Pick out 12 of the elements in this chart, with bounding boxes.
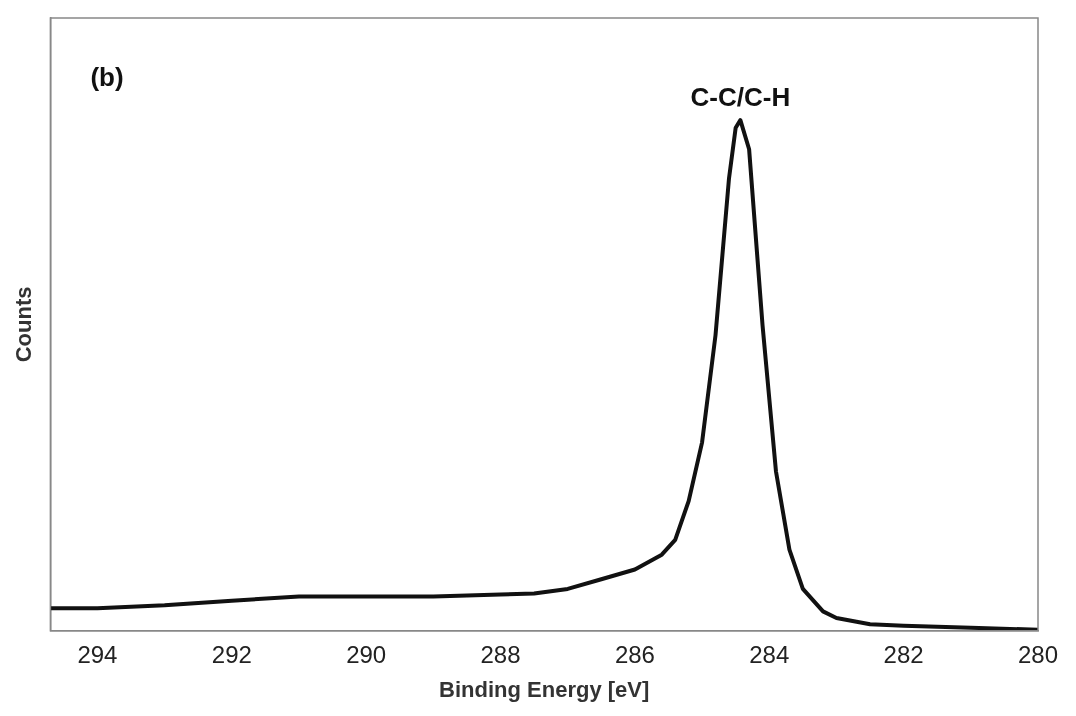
x-tick-label: 282 bbox=[883, 640, 924, 668]
annotation: C-C/C-H bbox=[690, 82, 791, 113]
x-axis-title: Binding Energy [eV] bbox=[439, 676, 650, 702]
text: (b) bbox=[90, 62, 124, 93]
x-tick-label: 292 bbox=[211, 640, 252, 668]
x-tick-label: 286 bbox=[614, 640, 655, 668]
x-tick-label: 280 bbox=[1017, 640, 1059, 668]
x-tick-label: 284 bbox=[749, 640, 790, 668]
x-tick-label: 290 bbox=[346, 640, 387, 668]
x-tick-label: 288 bbox=[480, 640, 521, 668]
x-tick-label: 294 bbox=[77, 640, 118, 668]
y-axis-title: Counts bbox=[11, 286, 37, 363]
